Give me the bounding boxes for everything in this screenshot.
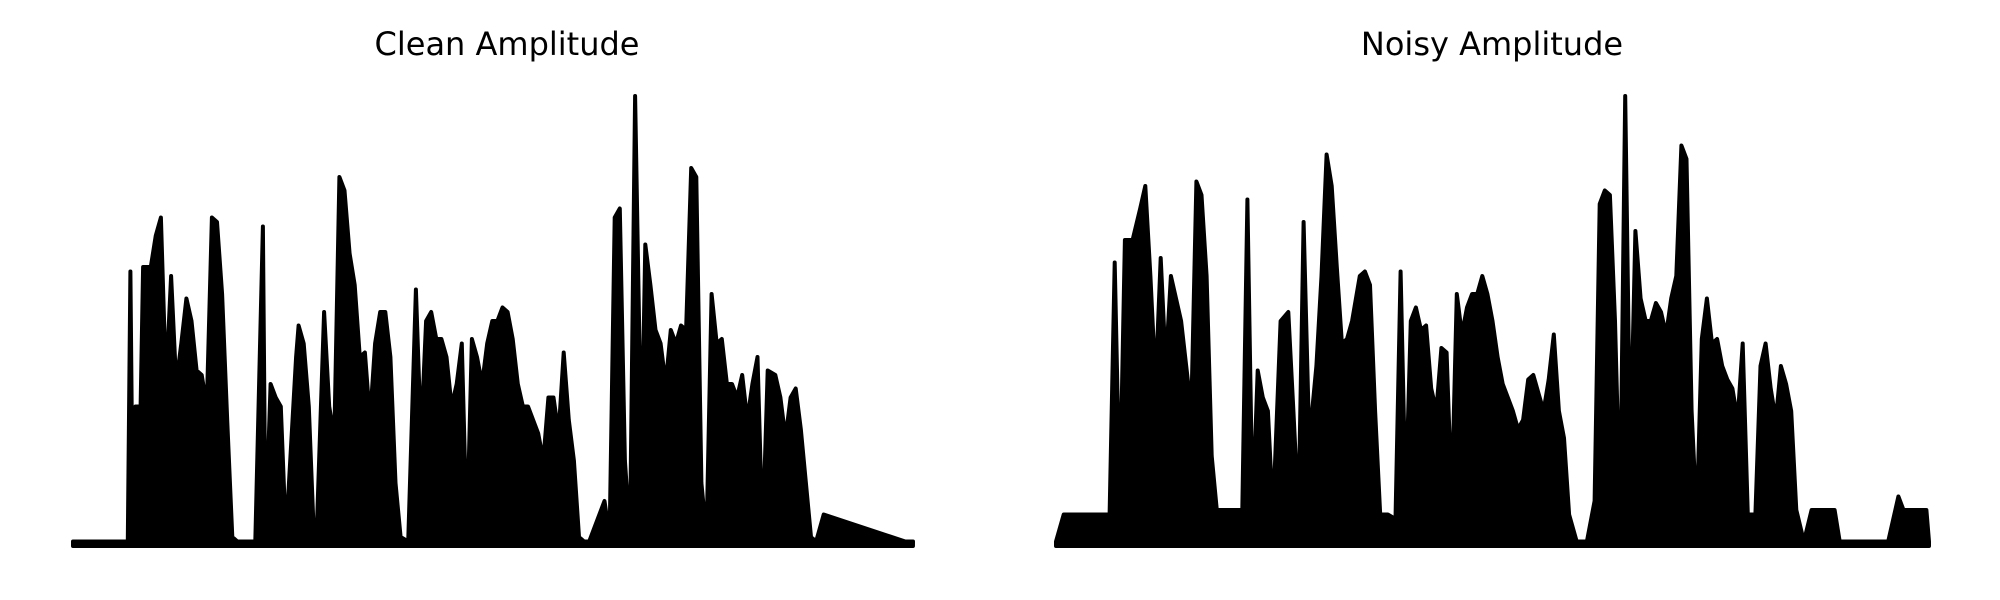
amplitude-area xyxy=(1054,94,1931,548)
chart-title: Clean Amplitude xyxy=(375,25,640,63)
amplitude-area xyxy=(71,94,915,548)
chart-title: Noisy Amplitude xyxy=(1361,25,1623,63)
